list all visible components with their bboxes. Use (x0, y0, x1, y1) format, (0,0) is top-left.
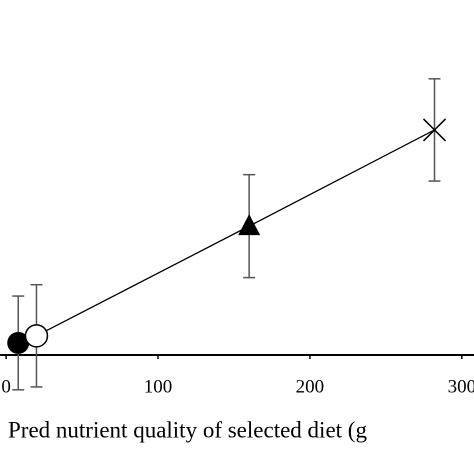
x-tick-label: 100 (144, 376, 173, 397)
trend-line (17, 129, 435, 344)
x-tick-label: 300 (448, 376, 474, 397)
point (24, 324, 49, 348)
point (238, 214, 261, 236)
x-tick-label: 200 (296, 376, 325, 397)
point (7, 331, 30, 354)
x-tick-label: 0 (1, 376, 11, 397)
x-axis-label: Pred nutrient quality of selected diet (… (8, 417, 367, 442)
point (422, 118, 447, 142)
